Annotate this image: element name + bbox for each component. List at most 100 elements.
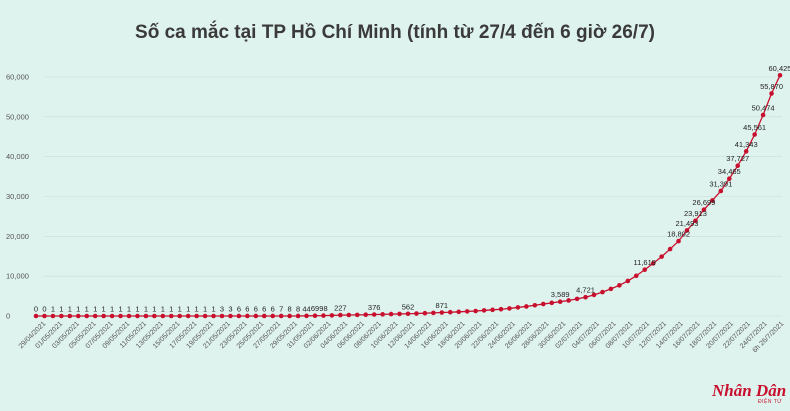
data-point (143, 313, 149, 319)
data-label: 21,493 (676, 219, 699, 228)
data-point (617, 283, 622, 288)
data-label: 55,870 (760, 82, 783, 91)
data-point (667, 246, 673, 252)
data-point (75, 313, 81, 319)
data-label: 0 (34, 305, 38, 314)
data-point (321, 313, 326, 318)
data-point (160, 313, 166, 319)
data-point (507, 306, 512, 311)
data-point (211, 313, 216, 319)
data-point (684, 228, 690, 233)
data-point (295, 313, 301, 319)
data-label: 1 (68, 304, 72, 313)
data-point (270, 313, 276, 319)
data-point (219, 313, 225, 319)
data-point (710, 198, 715, 203)
data-point (549, 300, 555, 306)
data-point (540, 301, 546, 307)
data-point (101, 313, 106, 319)
data-label: 0 (42, 305, 46, 314)
data-label: 6 (254, 304, 258, 313)
data-point (118, 313, 123, 319)
data-point (312, 313, 318, 319)
brand-logo-sub: ĐIỆN TỬ (758, 399, 783, 405)
data-label: 1 (169, 304, 173, 313)
data-point (135, 313, 140, 319)
data-label: 1 (76, 304, 80, 313)
data-point (261, 313, 267, 319)
data-label: 1 (144, 304, 148, 313)
data-label: 37,727 (726, 154, 749, 163)
data-point (33, 313, 39, 319)
data-point (583, 294, 588, 300)
data-label: 31,391 (709, 179, 732, 188)
data-point (481, 308, 487, 313)
y-tick-label: 40,000 (6, 152, 29, 161)
data-point (431, 310, 436, 316)
data-label: 44 (302, 304, 310, 313)
data-label: 1 (51, 304, 55, 313)
data-label: 1 (118, 304, 122, 313)
data-point (414, 311, 419, 316)
data-label: 7 (279, 304, 283, 313)
data-label: 1 (161, 304, 165, 313)
data-point (473, 308, 478, 314)
data-point (515, 305, 521, 310)
data-point (109, 313, 115, 319)
data-point (600, 289, 605, 295)
data-point (608, 286, 614, 292)
data-point (354, 312, 360, 318)
data-point (371, 312, 377, 317)
data-label: 1 (135, 304, 139, 313)
data-label: 6 (237, 304, 241, 313)
data-point (735, 163, 741, 169)
data-point (346, 312, 352, 318)
data-point (278, 313, 284, 319)
data-label: 6 (271, 304, 275, 313)
data-point (752, 132, 757, 137)
data-label: 60,425 (769, 64, 790, 73)
data-label: 41,343 (735, 140, 758, 149)
data-point (287, 313, 292, 319)
data-label: 1 (93, 304, 97, 313)
data-point (228, 313, 233, 319)
data-label: 376 (368, 303, 381, 312)
data-label: 1 (211, 304, 215, 313)
data-labels: 0 0 1 1 1 1 1 1 1 1 1 1 1 1 1 1 1 1 1 1 1 1 3 3 6 6 6 6 6 7 8 8 44 69 98 22… (34, 64, 790, 314)
data-label: 98 (319, 304, 327, 313)
data-point (59, 313, 64, 319)
grid-layer (44, 76, 782, 317)
data-point (236, 313, 242, 319)
data-point (152, 313, 157, 319)
data-point (498, 306, 504, 312)
data-point (422, 310, 428, 316)
data-point (726, 176, 732, 182)
data-point (633, 273, 639, 279)
y-tick-label: 10,000 (6, 272, 29, 281)
y-tick-label: 50,000 (6, 112, 29, 121)
y-tick-label: 30,000 (6, 192, 29, 201)
data-label: 34,465 (718, 167, 741, 176)
data-label: 8 (296, 304, 300, 313)
data-point (397, 311, 402, 317)
data-point (524, 304, 529, 309)
data-point (194, 313, 199, 319)
data-label: 871 (436, 301, 449, 310)
data-point (253, 313, 259, 319)
data-point (202, 313, 208, 319)
data-label: 1 (195, 304, 199, 313)
data-point (439, 310, 445, 315)
data-point (168, 313, 174, 319)
data-label: 18,802 (667, 230, 690, 239)
data-label: 4,721 (576, 286, 595, 295)
data-point (642, 267, 648, 273)
data-label: 1 (102, 304, 106, 313)
data-point (777, 73, 783, 78)
data-point (464, 309, 470, 314)
data-point (659, 254, 664, 259)
data-point (532, 302, 538, 308)
data-label: 227 (334, 304, 347, 313)
data-label: 3 (228, 304, 232, 313)
